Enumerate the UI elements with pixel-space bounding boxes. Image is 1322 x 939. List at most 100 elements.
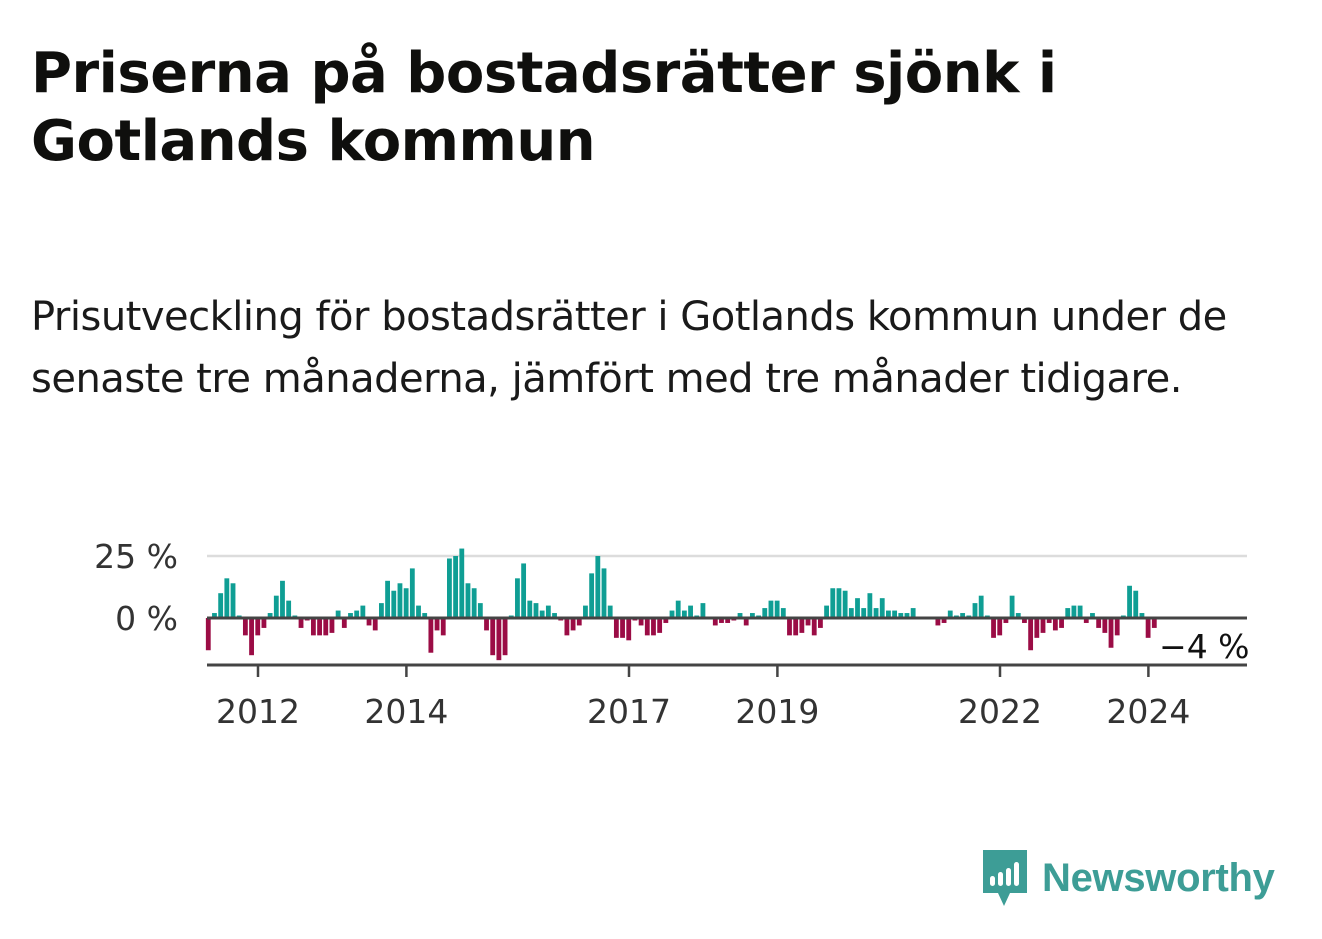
y-tick-label: 25 % bbox=[94, 537, 178, 576]
bar bbox=[780, 608, 786, 618]
bar bbox=[830, 588, 836, 618]
bar bbox=[539, 610, 545, 618]
bar bbox=[1114, 618, 1120, 636]
bar bbox=[428, 618, 434, 653]
bar bbox=[991, 618, 996, 638]
bar bbox=[310, 618, 316, 636]
bar bbox=[978, 595, 984, 618]
bar bbox=[892, 610, 898, 618]
bar bbox=[805, 618, 811, 626]
bar bbox=[409, 568, 415, 618]
bar bbox=[583, 605, 588, 618]
bar bbox=[205, 618, 211, 651]
bar bbox=[224, 578, 230, 618]
bar bbox=[323, 618, 329, 636]
bar bbox=[1108, 618, 1114, 648]
last-value-label-halo: −4 % bbox=[1159, 627, 1250, 666]
bar bbox=[651, 618, 656, 636]
bar bbox=[570, 618, 576, 631]
bar bbox=[941, 618, 947, 623]
bar bbox=[681, 610, 687, 618]
bar bbox=[638, 618, 644, 626]
bar bbox=[861, 608, 867, 618]
bar bbox=[620, 618, 625, 638]
bar bbox=[762, 608, 768, 618]
bar bbox=[879, 598, 885, 618]
bar bbox=[471, 588, 477, 618]
bar bbox=[836, 588, 842, 618]
bar bbox=[397, 583, 403, 618]
bar bbox=[527, 600, 533, 618]
bar bbox=[675, 600, 681, 618]
bar bbox=[280, 580, 285, 618]
x-axis bbox=[207, 663, 1247, 677]
bar bbox=[335, 610, 341, 618]
bar bbox=[416, 605, 421, 618]
bar bbox=[700, 603, 706, 618]
bar bbox=[366, 618, 372, 626]
bar bbox=[1040, 618, 1046, 633]
bar bbox=[842, 590, 848, 618]
bar bbox=[960, 613, 966, 618]
brand-name: Newsworthy bbox=[1042, 855, 1275, 900]
bars bbox=[205, 548, 1247, 661]
bar bbox=[793, 618, 799, 636]
bar bbox=[286, 600, 292, 618]
bar bbox=[743, 618, 749, 626]
bar bbox=[595, 556, 601, 618]
bar bbox=[496, 618, 502, 661]
bar bbox=[1046, 618, 1052, 623]
bar-chart-speech-bubble-icon bbox=[983, 850, 1027, 906]
bar bbox=[657, 618, 663, 633]
bar bbox=[447, 558, 452, 618]
bar bbox=[935, 618, 941, 626]
bar bbox=[484, 618, 489, 631]
bar bbox=[1096, 618, 1102, 628]
bar bbox=[440, 618, 446, 636]
bar bbox=[218, 593, 224, 618]
labels: 0 %25 %2012 2014 2017 2019 2022 2024−4 %−4 % bbox=[94, 537, 1252, 731]
bar bbox=[644, 618, 650, 636]
bar bbox=[1052, 618, 1058, 631]
bar bbox=[688, 605, 693, 618]
bar bbox=[972, 603, 978, 618]
bar bbox=[1090, 613, 1095, 618]
bar bbox=[515, 578, 520, 618]
bar bbox=[1083, 618, 1089, 623]
bar bbox=[886, 610, 891, 618]
bar bbox=[873, 608, 879, 618]
last-value-label: −4 % bbox=[1159, 627, 1250, 666]
bar bbox=[329, 618, 335, 633]
bar bbox=[910, 608, 916, 618]
bar bbox=[465, 583, 471, 618]
bar bbox=[1077, 605, 1083, 618]
bar bbox=[1003, 618, 1009, 623]
bar bbox=[749, 613, 755, 618]
bar bbox=[249, 618, 254, 656]
bar bbox=[564, 618, 570, 636]
x-tick-label: 2014 bbox=[364, 692, 448, 731]
bar bbox=[1028, 618, 1034, 651]
chart-title: Priserna på bostadsrätter sjönk i Gotlan… bbox=[31, 41, 1057, 174]
bar bbox=[385, 580, 390, 618]
bar bbox=[1133, 590, 1139, 618]
bar bbox=[379, 603, 384, 618]
bar bbox=[947, 610, 953, 618]
bar bbox=[372, 618, 378, 631]
bar bbox=[453, 556, 459, 618]
bar bbox=[725, 618, 731, 623]
bar bbox=[1127, 585, 1132, 618]
bar bbox=[1145, 618, 1151, 638]
bar bbox=[341, 618, 347, 628]
bar bbox=[502, 618, 508, 656]
bar bbox=[1065, 608, 1071, 618]
bar bbox=[261, 618, 267, 628]
bar bbox=[1139, 613, 1145, 618]
x-tick-label: 2012 bbox=[216, 692, 300, 731]
bar bbox=[255, 618, 261, 636]
bar bbox=[601, 568, 607, 618]
bar bbox=[1034, 618, 1040, 638]
y-tick-label: 0 % bbox=[115, 599, 178, 638]
bar-chart: 0 %25 %2012 2014 2017 2019 2022 2024−4 %−4 % bbox=[94, 537, 1252, 731]
bar bbox=[1071, 605, 1077, 618]
